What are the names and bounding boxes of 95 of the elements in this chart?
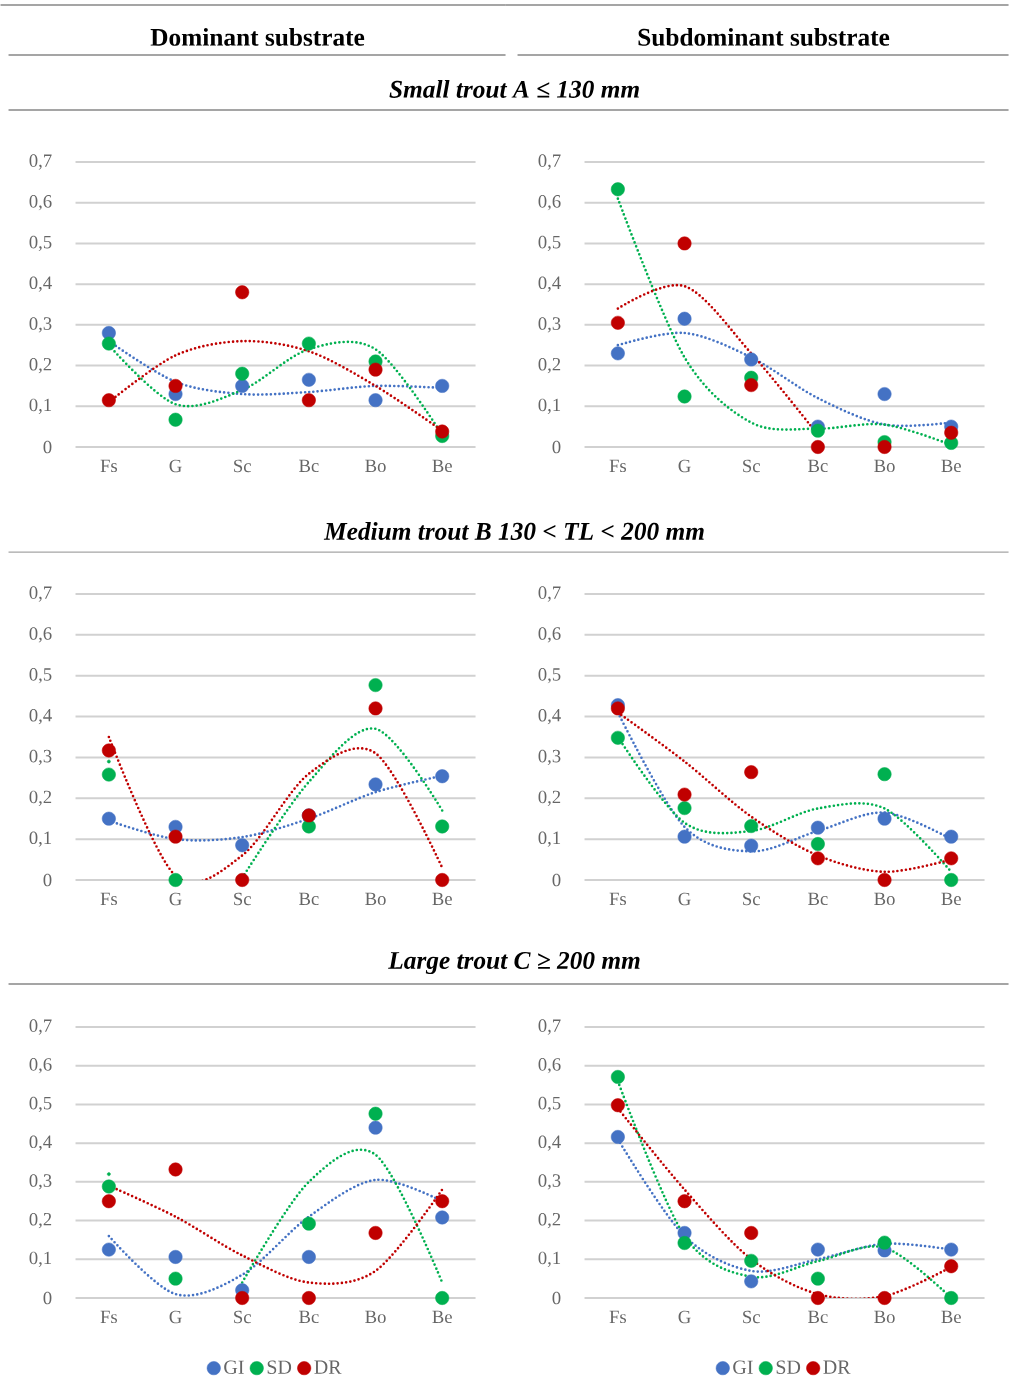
y-tick-label: 0,5 — [29, 668, 52, 684]
y-tick-label: 0 — [552, 873, 561, 887]
x-tick-label: Be — [432, 1310, 452, 1324]
y-tick-label: 0 — [43, 440, 52, 454]
x-tick-label: G — [678, 459, 691, 473]
x-tick-label: Sc — [743, 1310, 760, 1324]
y-tick-label: 0 — [43, 1291, 52, 1305]
y-tick-label: 0,7 — [29, 586, 52, 602]
y-tick-label: 0,4 — [29, 708, 52, 725]
y-tick-label: 0,1 — [29, 831, 52, 847]
y-tick-label: 0,3 — [29, 749, 52, 766]
y-tick-label: 0,1 — [538, 398, 561, 414]
chart-title: Dominant substrate — [150, 28, 365, 46]
x-tick-label: Fs — [100, 459, 117, 473]
x-tick-label: Bo — [874, 459, 895, 473]
x-tick-label: Bc — [299, 459, 319, 473]
y-tick-label: 0,4 — [29, 276, 52, 292]
y-tick-label: 0,1 — [29, 398, 52, 414]
x-tick-label: Fs — [100, 892, 117, 906]
legend-label: GI — [224, 1360, 244, 1374]
y-tick-label: 0,6 — [29, 195, 52, 211]
x-tick-label: Bo — [365, 459, 386, 473]
y-tick-label: 0,5 — [538, 668, 561, 684]
y-tick-label: 0,1 — [538, 831, 561, 847]
y-tick-label: 0,1 — [538, 1251, 561, 1267]
x-tick-label: Sc — [743, 459, 760, 473]
legend-label: DR — [823, 1360, 851, 1374]
y-tick-label: 0,7 — [29, 154, 52, 170]
x-tick-label: Be — [941, 1310, 961, 1324]
y-tick-label: 0,4 — [538, 1135, 561, 1151]
y-tick-label: 0,5 — [538, 235, 561, 252]
x-tick-label: Bc — [808, 459, 828, 473]
y-tick-label: 0,3 — [29, 317, 52, 333]
x-tick-label: Be — [941, 892, 961, 906]
x-tick-label: Bc — [808, 892, 828, 906]
y-tick-label: 0,4 — [538, 708, 561, 725]
x-tick-label: G — [169, 892, 182, 906]
x-tick-label: G — [678, 892, 691, 906]
x-tick-label: Fs — [609, 1310, 626, 1324]
y-tick-label: 0,3 — [538, 317, 561, 333]
x-tick-label: Be — [432, 892, 452, 906]
y-tick-label: 0,2 — [29, 1212, 52, 1229]
x-tick-label: G — [169, 459, 182, 473]
y-tick-label: 0,3 — [538, 749, 561, 766]
x-tick-label: G — [169, 1310, 182, 1324]
y-tick-label: 0,2 — [538, 790, 561, 806]
legend-label: SD — [776, 1360, 801, 1374]
y-tick-label: 0,6 — [538, 195, 561, 211]
y-tick-label: 0,5 — [29, 235, 52, 252]
y-tick-label: 0,4 — [538, 276, 561, 292]
y-tick-label: 0,3 — [29, 1174, 52, 1190]
x-tick-label: Sc — [234, 459, 251, 473]
y-tick-label: 0,6 — [29, 1058, 52, 1074]
y-tick-label: 0,7 — [538, 1019, 561, 1035]
y-tick-label: 0,5 — [538, 1096, 561, 1113]
x-tick-label: Bc — [299, 1310, 319, 1324]
y-tick-label: 0,6 — [538, 1058, 561, 1074]
y-tick-label: 0 — [552, 440, 561, 454]
y-tick-label: 0,7 — [538, 154, 561, 170]
x-tick-label: Bo — [365, 1310, 386, 1324]
y-tick-label: 0,5 — [29, 1096, 52, 1113]
y-tick-label: 0,3 — [538, 1174, 561, 1190]
y-tick-label: 0,1 — [29, 1251, 52, 1267]
x-tick-label: G — [678, 1310, 691, 1324]
x-tick-label: Fs — [100, 1310, 117, 1324]
y-tick-label: 0,4 — [29, 1135, 52, 1151]
x-tick-label: Bo — [874, 1310, 895, 1324]
legend-label: DR — [314, 1360, 342, 1374]
x-tick-label: Sc — [743, 892, 760, 906]
chart-subtitle: Large trout C ≥ 200 mm — [388, 951, 640, 975]
y-tick-label: 0,2 — [29, 790, 52, 806]
y-tick-label: 0,2 — [538, 1212, 561, 1229]
y-tick-label: 0,2 — [29, 357, 52, 374]
chart-subtitle: Small trout A ≤ 130 mm — [389, 80, 639, 98]
x-tick-label: Sc — [234, 892, 251, 906]
y-tick-label: 0,7 — [538, 586, 561, 602]
y-tick-label: 0,6 — [29, 627, 52, 643]
y-tick-label: 0,6 — [538, 627, 561, 643]
y-tick-label: 0,2 — [538, 357, 561, 374]
y-tick-label: 0 — [43, 873, 52, 887]
x-tick-label: Fs — [609, 892, 626, 906]
chart-subtitle: Medium trout B 130 < TL < 200 mm — [323, 522, 704, 540]
x-tick-label: Fs — [609, 459, 626, 473]
x-tick-label: Be — [432, 459, 452, 473]
x-tick-label: Bo — [365, 892, 386, 906]
x-tick-label: Sc — [234, 1310, 251, 1324]
chart-title: Subdominant substrate — [638, 28, 890, 46]
legend-label: GI — [733, 1360, 753, 1374]
legend-label: SD — [267, 1360, 292, 1374]
x-tick-label: Bc — [808, 1310, 828, 1324]
y-tick-label: 0 — [552, 1291, 561, 1305]
x-tick-label: Bo — [874, 892, 895, 906]
x-tick-label: Be — [941, 459, 961, 473]
x-tick-label: Bc — [299, 892, 319, 906]
y-tick-label: 0,7 — [29, 1019, 52, 1035]
